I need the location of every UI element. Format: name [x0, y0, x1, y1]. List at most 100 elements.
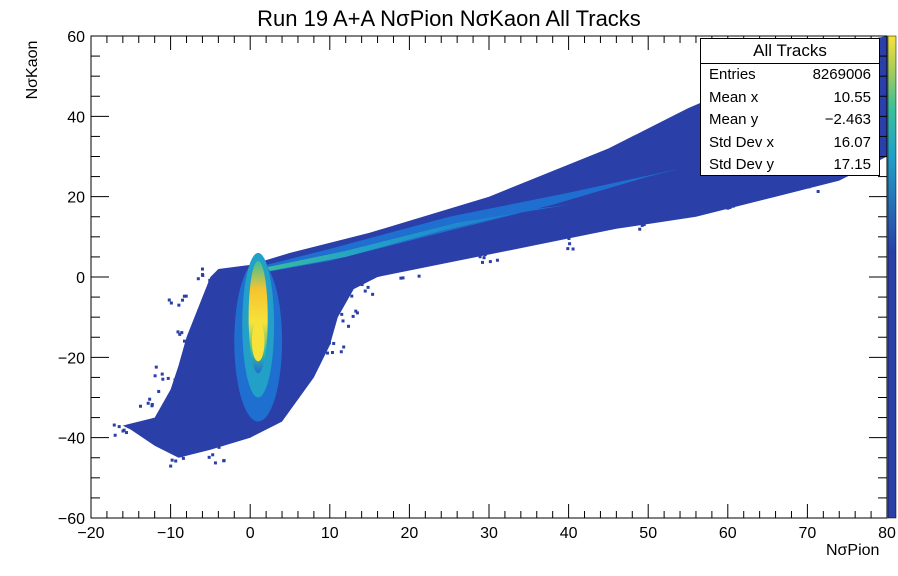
noise-bin — [726, 206, 730, 210]
noise-bin — [160, 372, 164, 376]
noise-bin — [568, 242, 572, 246]
background-population — [122, 36, 887, 458]
noise-bin — [642, 223, 646, 227]
noise-bin — [399, 276, 403, 280]
stats-row-mean-x: Mean x 10.55 — [701, 87, 879, 110]
stats-row-stddev-y: Std Dev y 17.15 — [701, 154, 879, 177]
noise-bin — [807, 185, 811, 189]
stats-label: Mean x — [709, 88, 759, 106]
stats-label: Mean y — [709, 111, 759, 128]
stats-value: −2.463 — [824, 111, 871, 128]
noise-bin — [354, 309, 358, 313]
noise-bin — [718, 198, 722, 202]
noise-bin — [182, 294, 186, 298]
noise-bin — [413, 263, 417, 267]
noise-bin — [169, 301, 173, 305]
color-palette — [887, 35, 897, 519]
stats-value: 8269006 — [812, 66, 871, 83]
noise-bin — [182, 339, 186, 343]
x-tick-label: −20 — [77, 525, 104, 542]
y-tick-label: 60 — [67, 29, 85, 46]
noise-bin — [371, 292, 375, 296]
y-tick-label: −60 — [58, 511, 85, 528]
noise-bin — [332, 341, 336, 345]
noise-bin — [737, 201, 741, 205]
x-tick-label: 60 — [719, 525, 737, 542]
noise-bin — [200, 267, 204, 271]
stats-title: All Tracks — [701, 39, 879, 64]
noise-bin — [153, 374, 157, 378]
noise-bin — [217, 445, 221, 449]
noise-bin — [150, 402, 154, 406]
stats-box: All Tracks Entries 8269006 Mean x 10.55 Me… — [700, 38, 880, 176]
kaon-peak — [251, 321, 265, 362]
noise-bin — [181, 298, 185, 302]
noise-bin — [401, 276, 405, 280]
noise-bin — [564, 233, 568, 237]
noise-bin — [179, 454, 183, 458]
noise-bin — [352, 284, 356, 288]
pion-band-core — [258, 204, 569, 273]
noise-bin — [495, 258, 499, 262]
noise-bin — [207, 455, 211, 459]
noise-bin — [213, 461, 217, 465]
noise-bin — [810, 183, 814, 187]
x-tick-label: 40 — [560, 525, 578, 542]
noise-bin — [340, 312, 344, 316]
noise-bin — [636, 219, 640, 223]
noise-bin — [638, 227, 642, 231]
stats-label: Std Dev y — [709, 156, 775, 173]
noise-bin — [806, 181, 810, 185]
stats-label: Entries — [709, 66, 756, 83]
x-tick-label: 20 — [401, 525, 419, 542]
noise-bin — [351, 314, 355, 318]
noise-bin — [566, 247, 570, 251]
noise-bin — [154, 365, 158, 369]
noise-bin — [731, 204, 735, 208]
noise-bin — [330, 351, 334, 355]
noise-bin — [347, 324, 351, 328]
noise-bin — [166, 376, 170, 380]
noise-bin — [157, 389, 161, 393]
noise-bin — [728, 198, 732, 202]
y-tick-label: 0 — [76, 270, 85, 287]
noise-bin — [341, 319, 345, 323]
noise-bin — [355, 311, 359, 315]
noise-bin — [342, 345, 346, 349]
noise-bin — [148, 397, 152, 401]
noise-bin — [184, 294, 188, 298]
x-tick-label: 80 — [878, 525, 896, 542]
noise-bin — [117, 425, 121, 429]
noise-bin — [167, 298, 171, 302]
noise-bin — [176, 330, 180, 334]
noise-bin — [169, 464, 173, 468]
noise-bin — [180, 331, 184, 335]
noise-bin — [728, 205, 732, 209]
noise-bin — [176, 453, 180, 457]
noise-bin — [185, 341, 189, 345]
noise-bin — [814, 181, 818, 185]
noise-bin — [138, 404, 142, 408]
noise-bin — [417, 274, 421, 278]
noise-bin — [556, 236, 560, 240]
x-tick-label: 50 — [639, 525, 657, 542]
noise-bin — [196, 277, 200, 281]
noise-bin — [208, 278, 212, 282]
x-tick-label: 70 — [799, 525, 817, 542]
chart-title: Run 19 A+A NσPion NσKaon All Tracks — [257, 6, 641, 31]
noise-bin — [124, 431, 128, 435]
x-tick-label: 0 — [246, 525, 255, 542]
noise-bin — [161, 377, 165, 381]
noise-bin — [187, 339, 191, 343]
x-tick-label: −10 — [157, 525, 184, 542]
noise-bin — [482, 256, 486, 260]
noise-bin — [350, 294, 354, 298]
noise-bin — [181, 456, 185, 460]
noise-bin — [410, 263, 414, 267]
noise-bin — [113, 433, 117, 437]
noise-bin — [177, 303, 181, 307]
noise-bin — [170, 458, 174, 462]
noise-bin — [178, 332, 182, 336]
stats-row-stddev-x: Std Dev x 16.07 — [701, 132, 879, 155]
stats-row-mean-y: Mean y −2.463 — [701, 109, 879, 132]
